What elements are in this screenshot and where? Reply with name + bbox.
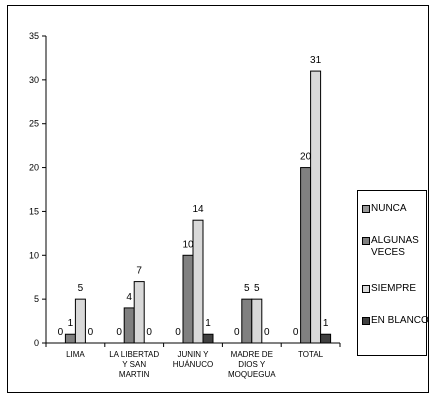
x-tick-label: MADRE DE xyxy=(231,350,273,359)
data-label: 20 xyxy=(300,152,312,163)
legend-item: EN BLANCO xyxy=(362,315,429,327)
bar xyxy=(310,70,322,344)
legend-swatch xyxy=(362,237,370,245)
legend-label: SIEMPRE xyxy=(371,283,417,294)
legend-item: NUNCA xyxy=(362,203,429,215)
bar xyxy=(182,254,194,344)
data-label: 0 xyxy=(175,327,181,338)
legend-item: SIEMPRE xyxy=(362,283,429,295)
data-label: 0 xyxy=(146,327,152,338)
y-tick-label: 25 xyxy=(29,119,39,129)
data-label: 0 xyxy=(234,327,240,338)
bar xyxy=(251,298,263,344)
data-label: 5 xyxy=(244,283,250,294)
data-label: 1 xyxy=(323,318,329,329)
data-label: 14 xyxy=(192,204,204,215)
x-tick-label: MARTIN xyxy=(119,370,150,379)
x-tick-label: LA LIBERTAD xyxy=(109,350,159,359)
legend-swatch xyxy=(362,317,370,325)
data-label: 0 xyxy=(116,327,122,338)
x-tick-label: MOQUEGUA xyxy=(228,370,276,379)
y-tick-label: 10 xyxy=(29,250,39,260)
chart-legend: NUNCA ALGUNAS VECES SIEMPRE EN BLANCO xyxy=(357,190,429,356)
x-tick-label: JUNIN Y xyxy=(178,350,210,359)
x-tick-label: TOTAL xyxy=(298,350,324,359)
legend-label: NUNCA xyxy=(371,203,407,214)
x-tick-label: DIOS Y xyxy=(238,360,266,369)
data-label: 4 xyxy=(126,292,132,303)
bar xyxy=(241,298,253,344)
legend-label: ALGUNAS VECES xyxy=(371,235,419,258)
data-label: 5 xyxy=(254,283,260,294)
data-label: 5 xyxy=(78,283,84,294)
y-tick-label: 35 xyxy=(29,31,39,41)
bar xyxy=(202,333,214,344)
y-tick-label: 0 xyxy=(34,338,39,348)
legend-label: EN BLANCO xyxy=(371,315,429,326)
bar xyxy=(192,219,204,344)
data-label: 31 xyxy=(310,55,322,66)
legend-item: ALGUNAS VECES xyxy=(362,235,429,259)
data-label: 0 xyxy=(58,327,64,338)
data-label: 0 xyxy=(88,327,94,338)
bar xyxy=(123,307,135,344)
y-tick-label: 5 xyxy=(34,294,39,304)
y-tick-label: 20 xyxy=(29,163,39,173)
data-label: 10 xyxy=(182,239,194,250)
x-tick-label: HUÁNUCO xyxy=(173,360,213,369)
x-tick-label: LIMA xyxy=(66,350,85,359)
y-tick-label: 15 xyxy=(29,206,39,216)
data-label: 1 xyxy=(68,318,74,329)
data-label: 7 xyxy=(136,266,142,277)
bar xyxy=(74,298,86,344)
bar xyxy=(133,281,145,344)
legend-swatch xyxy=(362,285,370,293)
data-label: 0 xyxy=(264,327,270,338)
x-tick-label: Y SAN xyxy=(122,360,146,369)
y-tick-label: 30 xyxy=(29,75,39,85)
data-label: 1 xyxy=(205,318,211,329)
bar xyxy=(64,333,76,344)
bar xyxy=(320,333,332,344)
data-label: 0 xyxy=(293,327,299,338)
legend-swatch xyxy=(362,205,370,213)
bar xyxy=(300,167,312,344)
